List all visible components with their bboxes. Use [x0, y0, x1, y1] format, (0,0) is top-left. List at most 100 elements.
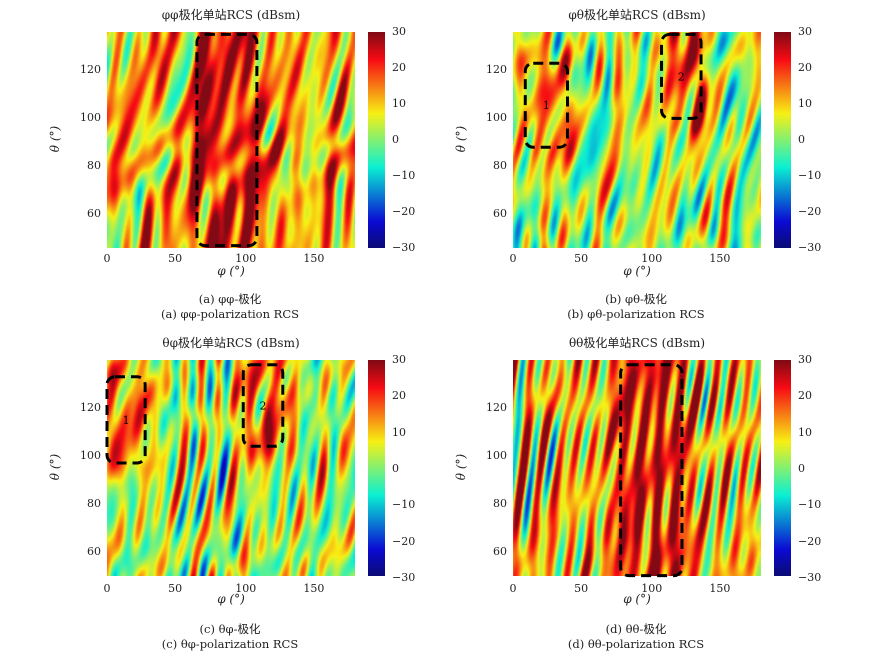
x-tick-label: 150	[303, 582, 325, 595]
colorbar-tick-label: −10	[798, 498, 822, 512]
colorbar-tick-label: 30	[392, 25, 406, 38]
colorbar-tick-label: 0	[392, 462, 399, 475]
colorbar-tick-label: −20	[392, 534, 416, 548]
y-tick-label: 60	[493, 544, 507, 558]
panel-title: θφ极化单站RCS (dBsm)	[162, 336, 300, 350]
y-tick-label: 120	[80, 400, 101, 414]
y-tick-label: 100	[486, 111, 507, 125]
y-tick-label: 120	[486, 63, 507, 77]
colorbar-tick-label: 30	[392, 353, 406, 366]
x-tick-label: 50	[168, 252, 183, 265]
colorbar	[368, 32, 385, 248]
y-tick-label: 60	[87, 544, 101, 558]
caption-en: (c) θφ-polarization RCS	[161, 637, 299, 651]
x-tick-label: 150	[709, 582, 731, 595]
colorbar-tick-label: −10	[392, 498, 416, 512]
y-tick-label: 100	[486, 448, 507, 462]
panel-a: φφ极化单站RCS (dBsm) φ (°) θ (°) (a) φφ-极化 (…	[0, 0, 445, 329]
colorbar-tick-label: 20	[798, 61, 812, 74]
colorbar-tick-label: 20	[392, 389, 406, 403]
y-axis-label: θ (°)	[454, 453, 469, 481]
annotation-layer: 12	[105, 363, 285, 465]
x-axis-label: φ (°)	[217, 264, 245, 278]
annotation-layer	[195, 32, 259, 248]
y-tick-label: 80	[493, 496, 507, 510]
dashed-region-box	[619, 363, 684, 578]
colorbar-tick-label: −20	[392, 205, 416, 218]
x-tick-label: 50	[574, 582, 589, 595]
caption-cn: (d) θθ-极化	[605, 622, 667, 636]
colorbar	[774, 360, 791, 576]
x-axis-label: φ (°)	[623, 592, 651, 606]
heatmap-field	[513, 32, 761, 248]
caption-en: (b) φθ-polarization RCS	[567, 307, 705, 321]
y-tick-label: 120	[486, 400, 507, 414]
dashed-region-box	[105, 375, 147, 465]
panel-title: φθ极化单站RCS (dBsm)	[568, 8, 706, 22]
colorbar-tick-label: −20	[798, 534, 822, 548]
colorbar-tick-label: 20	[392, 61, 406, 74]
colorbar-tick-label: −30	[392, 241, 416, 254]
colorbar	[368, 360, 385, 576]
y-tick-label: 80	[87, 159, 101, 173]
heatmap-field	[513, 360, 761, 576]
colorbar-tick-label: −20	[798, 205, 822, 218]
caption-en: (d) θθ-polarization RCS	[567, 637, 705, 651]
colorbar-tick-label: −10	[392, 169, 416, 182]
region-label: 1	[543, 99, 550, 112]
colorbar	[774, 32, 791, 248]
y-axis-label: θ (°)	[48, 453, 63, 481]
y-tick-label: 80	[87, 496, 101, 510]
panel-title: φφ极化单站RCS (dBsm)	[161, 8, 301, 22]
y-tick-label: 60	[87, 207, 101, 221]
heatmap-plot	[107, 32, 355, 248]
annotation-layer	[619, 363, 684, 578]
heatmap-field	[107, 32, 355, 248]
annotation-layer: 12	[523, 32, 703, 149]
x-tick-label: 100	[641, 252, 663, 265]
colorbar-tick-label: 10	[798, 425, 812, 439]
colorbar-tick-label: 10	[392, 425, 406, 439]
colorbar-tick-label: −30	[798, 571, 822, 584]
dashed-region-box	[241, 363, 285, 448]
caption-cn: (b) φθ-极化	[605, 292, 667, 306]
x-tick-label: 50	[574, 252, 589, 265]
panel-title: θθ极化单站RCS (dBsm)	[568, 336, 706, 350]
y-tick-label: 100	[80, 111, 101, 125]
x-tick-label: 150	[709, 252, 731, 265]
x-axis-label: φ (°)	[623, 264, 651, 278]
colorbar-tick-label: 10	[392, 97, 406, 110]
x-tick-label: 0	[103, 252, 111, 265]
heatmap-field	[107, 360, 355, 576]
caption-cn: (a) φφ-极化	[198, 292, 262, 306]
x-tick-label: 100	[235, 582, 257, 595]
x-tick-label: 0	[509, 252, 517, 265]
x-tick-label: 50	[168, 582, 183, 595]
colorbar-tick-label: 20	[798, 389, 812, 403]
y-tick-label: 100	[80, 448, 101, 462]
colorbar-tick-label: −30	[798, 241, 822, 254]
heatmap-plot	[513, 360, 761, 578]
region-label: 2	[678, 70, 685, 83]
colorbar-tick-label: 0	[798, 133, 805, 146]
y-axis-label: θ (°)	[454, 125, 469, 153]
dashed-region-box	[523, 61, 570, 149]
y-tick-label: 60	[493, 207, 507, 221]
region-label: 1	[123, 414, 130, 427]
x-axis-label: φ (°)	[217, 592, 245, 606]
caption-en: (a) φφ-polarization RCS	[160, 307, 299, 321]
colorbar-tick-label: 30	[798, 25, 812, 38]
x-tick-label: 0	[509, 582, 517, 595]
colorbar-tick-label: 0	[798, 462, 805, 475]
colorbar-tick-label: 30	[798, 353, 812, 366]
x-tick-label: 150	[303, 252, 325, 265]
y-tick-label: 80	[493, 159, 507, 173]
colorbar-tick-label: 10	[798, 97, 812, 110]
dashed-region-box	[660, 32, 703, 120]
x-tick-label: 0	[103, 582, 111, 595]
